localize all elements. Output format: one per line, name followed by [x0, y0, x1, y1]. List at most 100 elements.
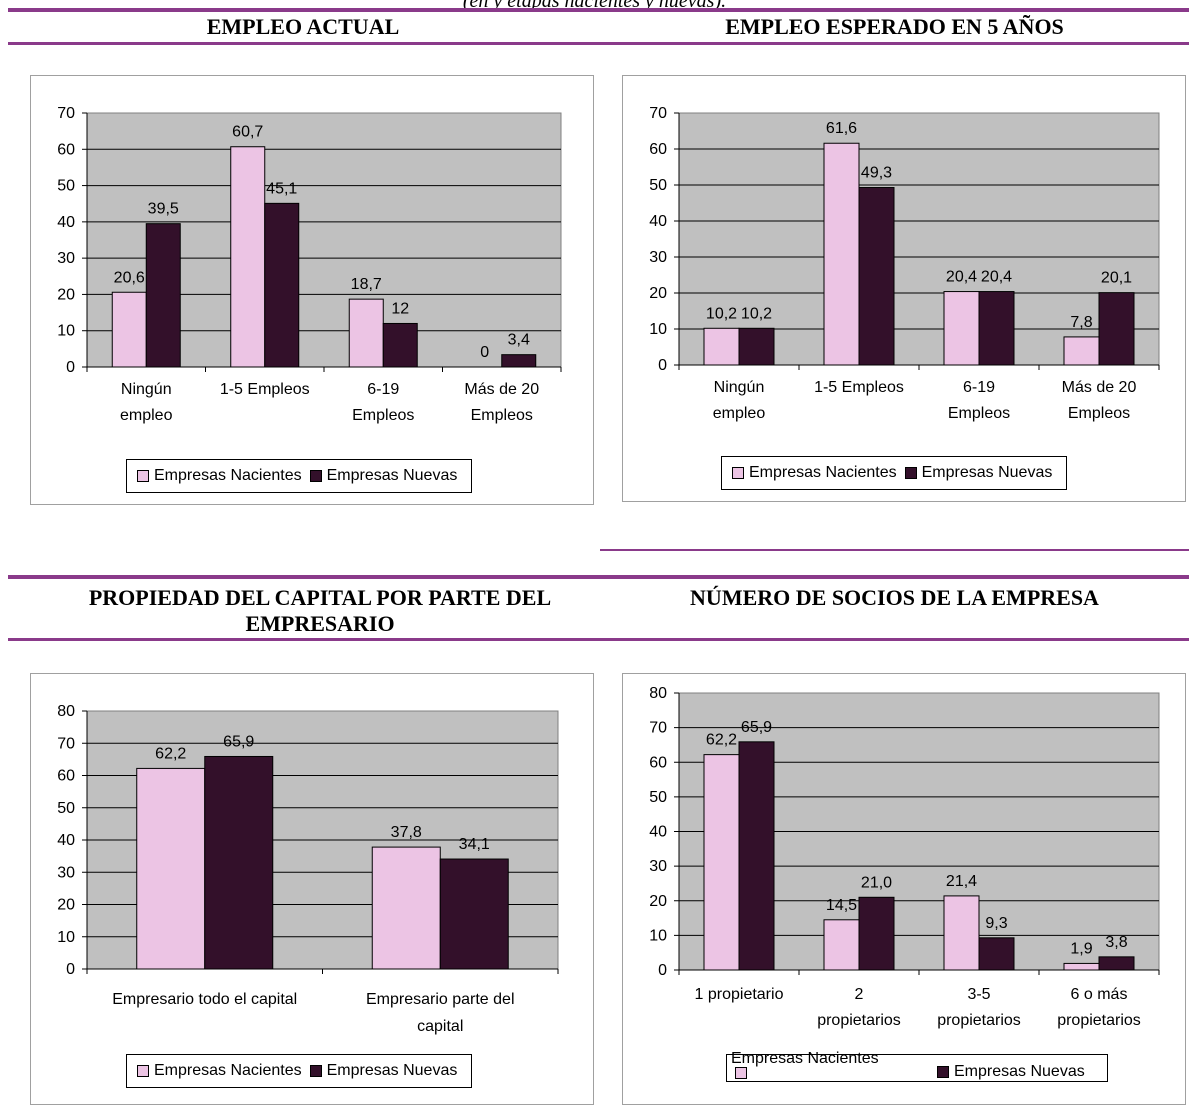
x-category-label: Empresario parte del — [366, 991, 515, 1008]
x-category-label: 6 o más — [1071, 986, 1128, 1003]
y-tick-label: 70 — [649, 720, 667, 737]
data-label-nacientes: 61,6 — [826, 120, 857, 137]
y-tick-label: 30 — [57, 250, 75, 267]
chart-numero-socios-legend: Empresas Nacientes Empresas Nuevas — [726, 1050, 1108, 1082]
legend-nuevas: Empresas Nuevas — [308, 466, 457, 486]
data-label-nuevas: 9,3 — [985, 915, 1007, 932]
y-tick-label: 50 — [57, 178, 75, 195]
y-tick-label: 40 — [57, 832, 75, 849]
data-label-nacientes: 0 — [480, 344, 489, 361]
data-label-nacientes: 21,4 — [946, 873, 977, 890]
legend-label-nacientes: Empresas Nacientes — [749, 464, 897, 481]
y-tick-label: 0 — [658, 357, 667, 374]
data-label-nuevas: 3,8 — [1105, 934, 1127, 951]
legend-nacientes: Empresas Nacientes — [135, 1061, 302, 1081]
chart-empleo-esperado-svg: 0 10 20 30 40 50 60 70 10,2 10,2 Ningún empleo 61,6 4… — [649, 105, 1160, 422]
x-category-label: Empleos — [352, 407, 414, 424]
section-title-empleo-actual: EMPLEO ACTUAL — [206, 14, 400, 39]
x-category-label: 3-5 — [967, 986, 990, 1003]
y-tick-label: 10 — [57, 929, 75, 946]
legend-nuevas: Empresas Nuevas — [935, 1062, 1085, 1082]
y-tick-label: 30 — [57, 864, 75, 881]
x-category-label: 1-5 Empleos — [220, 381, 310, 398]
data-label-nuevas: 65,9 — [741, 719, 772, 736]
bar-nuevas — [1098, 292, 1135, 366]
header-rule-2 — [8, 638, 1189, 641]
y-tick-label: 0 — [658, 962, 667, 979]
data-label-nacientes: 7,8 — [1070, 314, 1092, 331]
legend-label-nacientes: Empresas Nacientes — [731, 1050, 879, 1067]
x-category-label: 6-19 — [367, 381, 399, 398]
data-label-nacientes: 10,2 — [706, 305, 737, 322]
mid-thin-rule — [600, 549, 1189, 551]
data-label-nuevas: 65,9 — [223, 733, 254, 750]
x-category-label: 2 — [855, 986, 864, 1003]
x-category-label: 1 propietario — [695, 986, 784, 1003]
bar-nuevas — [1098, 956, 1135, 971]
section-title-empleo-esperado: EMPLEO ESPERADO EN 5 AÑOS — [725, 14, 1064, 39]
chart-empleo-esperado: 0 10 20 30 40 50 60 70 10,2 10,2 Ningún empleo 61,6 4… — [622, 75, 1186, 502]
y-tick-label: 80 — [649, 685, 667, 702]
data-label-nuevas: 20,4 — [981, 269, 1012, 286]
x-category-label: propietarios — [1057, 1012, 1141, 1029]
data-label-nacientes: 62,2 — [155, 745, 186, 762]
bar-nuevas — [978, 291, 1015, 366]
legend-swatch-nacientes — [735, 1067, 747, 1079]
legend-label-nacientes: Empresas Nacientes — [154, 467, 302, 484]
data-label-nuevas: 45,1 — [266, 180, 297, 197]
y-tick-label: 40 — [649, 824, 667, 841]
data-label-nuevas: 34,1 — [459, 836, 490, 853]
chart-empleo-actual: 0 10 20 30 40 50 60 70 20,6 39,5 Ningún empleo 60,7 4… — [30, 75, 594, 505]
x-category-label: empleo — [713, 405, 766, 422]
bar-nuevas — [145, 223, 181, 368]
x-category-label: Empleos — [1068, 405, 1130, 422]
legend-swatch-nacientes — [137, 1065, 149, 1077]
bar-nuevas — [501, 354, 537, 368]
x-category-label: Empresario todo el capital — [112, 991, 297, 1008]
y-tick-label: 20 — [57, 286, 75, 303]
chart-propiedad-capital: 0 10 20 30 40 50 60 70 80 62,2 65,9 Empresario todo… — [30, 673, 594, 1105]
bar-nacientes — [371, 846, 441, 970]
chart-empleo-esperado-legend: Empresas Nacientes Empresas Nuevas — [721, 456, 1068, 490]
bar-nacientes — [823, 919, 860, 971]
data-label-nuevas: 3,4 — [508, 332, 530, 349]
data-label-nuevas: 10,2 — [741, 305, 772, 322]
y-tick-label: 40 — [57, 214, 75, 231]
data-label-nuevas: 12 — [391, 300, 409, 317]
bar-nacientes — [348, 298, 384, 368]
data-label-nacientes: 62,2 — [706, 732, 737, 749]
y-tick-label: 50 — [57, 800, 75, 817]
y-tick-label: 0 — [66, 359, 75, 376]
legend-label-nuevas: Empresas Nuevas — [921, 464, 1053, 481]
chart-propiedad-capital-svg: 0 10 20 30 40 50 60 70 80 62,2 65,9 Empresario todo… — [57, 703, 559, 1035]
y-tick-label: 0 — [66, 961, 75, 978]
y-tick-label: 70 — [649, 105, 667, 122]
y-tick-label: 60 — [57, 768, 75, 785]
legend-swatch-nacientes — [732, 467, 744, 479]
bar-nacientes — [703, 754, 740, 971]
data-label-nuevas: 20,1 — [1101, 270, 1132, 287]
legend-swatch-nuevas — [904, 467, 917, 479]
x-category-label: 1-5 Empleos — [814, 379, 904, 396]
legend-nuevas: Empresas Nuevas — [308, 1061, 457, 1081]
section-title-propiedad: PROPIEDAD DEL CAPITAL POR PARTE DEL EMPR… — [88, 585, 552, 636]
bar-nacientes — [230, 146, 266, 368]
x-category-label: empleo — [120, 407, 173, 424]
data-label-nuevas: 49,3 — [861, 165, 892, 182]
x-category-label: capital — [417, 1018, 463, 1035]
chart-numero-socios-svg: 0 10 20 30 40 50 60 70 80 62,265,9 1 propietario 14… — [649, 685, 1160, 1029]
data-label-nuevas: 39,5 — [148, 201, 179, 218]
bar-nuevas — [978, 937, 1015, 971]
bar-nuevas — [738, 327, 775, 366]
data-label-nacientes: 20,6 — [114, 269, 145, 286]
bar-nacientes — [943, 291, 980, 366]
bar-nuevas — [858, 187, 895, 366]
x-category-label: propietarios — [937, 1012, 1021, 1029]
bar-nacientes — [1063, 336, 1100, 366]
legend-swatch-nuevas — [309, 470, 322, 482]
x-category-label: Empleos — [471, 407, 533, 424]
legend-swatch-nacientes — [137, 470, 149, 482]
x-category-label: Empleos — [948, 405, 1010, 422]
plot-area — [678, 112, 1160, 366]
y-tick-label: 10 — [57, 323, 75, 340]
